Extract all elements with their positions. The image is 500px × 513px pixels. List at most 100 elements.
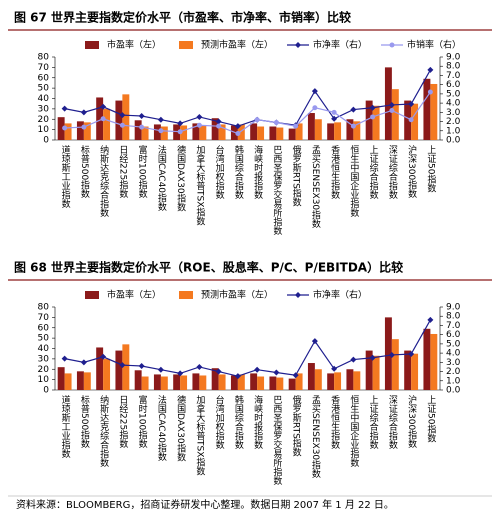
bar xyxy=(122,94,130,140)
line-marker xyxy=(177,120,184,127)
y2-tick-label: 2.0 xyxy=(446,367,461,377)
y-tick-label: 50 xyxy=(38,334,50,344)
bar xyxy=(423,78,431,140)
line-marker xyxy=(80,109,87,116)
bar xyxy=(64,373,72,390)
bar xyxy=(218,124,226,140)
bar xyxy=(192,123,200,140)
line xyxy=(64,69,431,127)
bar xyxy=(288,128,296,140)
y2-tick-label: 2.0 xyxy=(446,117,461,127)
line-marker xyxy=(100,116,106,122)
line-marker xyxy=(62,125,68,131)
line-marker xyxy=(427,66,434,73)
bar xyxy=(218,374,226,390)
line-marker xyxy=(331,365,338,372)
x-tick-label: 深证综合指数 xyxy=(387,145,398,200)
y2-tick-label: 0.0 xyxy=(446,136,461,146)
bar xyxy=(96,347,104,390)
x-tick-label: 沪深300指数 xyxy=(406,144,417,199)
y-tick-label: 60 xyxy=(38,73,50,83)
x-tick-label: 韩国综合指数 xyxy=(233,144,244,200)
bar xyxy=(411,103,419,140)
bar xyxy=(115,100,123,140)
line-marker xyxy=(311,88,318,95)
y-tick-label: 80 xyxy=(38,303,50,313)
y-tick-label: 30 xyxy=(38,104,50,114)
bar xyxy=(211,368,219,390)
line-marker xyxy=(427,316,434,323)
x-tick-label: 加拿大标普TSX指数 xyxy=(194,145,205,226)
line-marker xyxy=(119,112,126,119)
legend-label: 预测市盈率（左） xyxy=(201,289,273,301)
bar xyxy=(122,344,130,390)
x-tick-label: 法国CAC40指数 xyxy=(156,144,167,212)
bar xyxy=(257,126,265,140)
line-marker xyxy=(388,351,395,358)
bar xyxy=(199,125,207,140)
x-tick-label: 上证50指数 xyxy=(425,145,436,193)
y2-tick-label: 6.0 xyxy=(446,330,461,340)
line-marker xyxy=(80,359,87,366)
y-tick-label: 40 xyxy=(38,344,50,354)
y2-tick-label: 4.0 xyxy=(446,99,461,109)
bar xyxy=(173,374,181,390)
bar xyxy=(237,124,245,140)
bar xyxy=(160,376,168,390)
x-tick-label: 俄罗斯RTS指数 xyxy=(291,144,302,208)
bar xyxy=(173,124,181,140)
y-tick-label: 70 xyxy=(38,313,50,323)
bar xyxy=(365,100,373,140)
bar xyxy=(141,126,149,140)
chart-title: 图 67 世界主要指数定价水平（市盈率、市净率、市销率）比较 xyxy=(14,10,351,25)
line-marker xyxy=(234,123,241,130)
x-tick-label: 德国DAX30指数 xyxy=(175,394,186,463)
y-tick-label: 0 xyxy=(43,386,49,396)
y-tick-label: 20 xyxy=(38,365,50,375)
x-tick-label: 上证50指数 xyxy=(425,395,436,443)
line-marker xyxy=(139,124,145,130)
bar xyxy=(346,369,354,390)
chart-title: 图 68 世界主要指数定价水平（ROE、股息率、P/C、P/EBITDA）比较 xyxy=(14,260,403,275)
line-marker xyxy=(177,370,184,377)
line-marker xyxy=(369,104,376,111)
x-tick-label: 富时100指数 xyxy=(137,394,148,449)
bar xyxy=(141,376,149,390)
line-marker xyxy=(293,123,299,129)
x-tick-label: 上证综合指数 xyxy=(368,145,379,200)
bar xyxy=(160,126,168,140)
bar xyxy=(423,328,431,390)
line-marker xyxy=(408,101,415,108)
line-marker xyxy=(408,351,415,358)
y-tick-label: 10 xyxy=(38,125,50,135)
x-tick-label: 上证综合指数 xyxy=(368,395,379,450)
bar xyxy=(134,370,142,390)
bar xyxy=(192,373,200,390)
legend-swatch xyxy=(179,291,193,299)
line-marker xyxy=(292,372,299,379)
bar xyxy=(103,108,111,140)
bar xyxy=(250,373,258,390)
x-tick-label: 香港恒生指数 xyxy=(329,395,340,450)
bar xyxy=(365,350,373,390)
bar xyxy=(180,375,188,390)
bar xyxy=(153,124,161,140)
bar xyxy=(153,374,161,390)
bar xyxy=(353,371,361,390)
bar xyxy=(237,374,245,390)
line-marker xyxy=(234,373,241,380)
y-tick-label: 70 xyxy=(38,63,50,73)
bar xyxy=(404,350,412,390)
line-marker xyxy=(311,338,318,345)
legend-marker xyxy=(389,42,395,48)
y-tick-label: 0 xyxy=(43,136,49,146)
y-tick-label: 60 xyxy=(38,323,50,333)
bar xyxy=(250,123,258,140)
line-marker xyxy=(235,131,241,137)
line-marker xyxy=(196,122,202,128)
legend-marker xyxy=(295,42,301,48)
line xyxy=(64,319,431,377)
bar xyxy=(327,123,335,140)
bar xyxy=(257,376,265,390)
